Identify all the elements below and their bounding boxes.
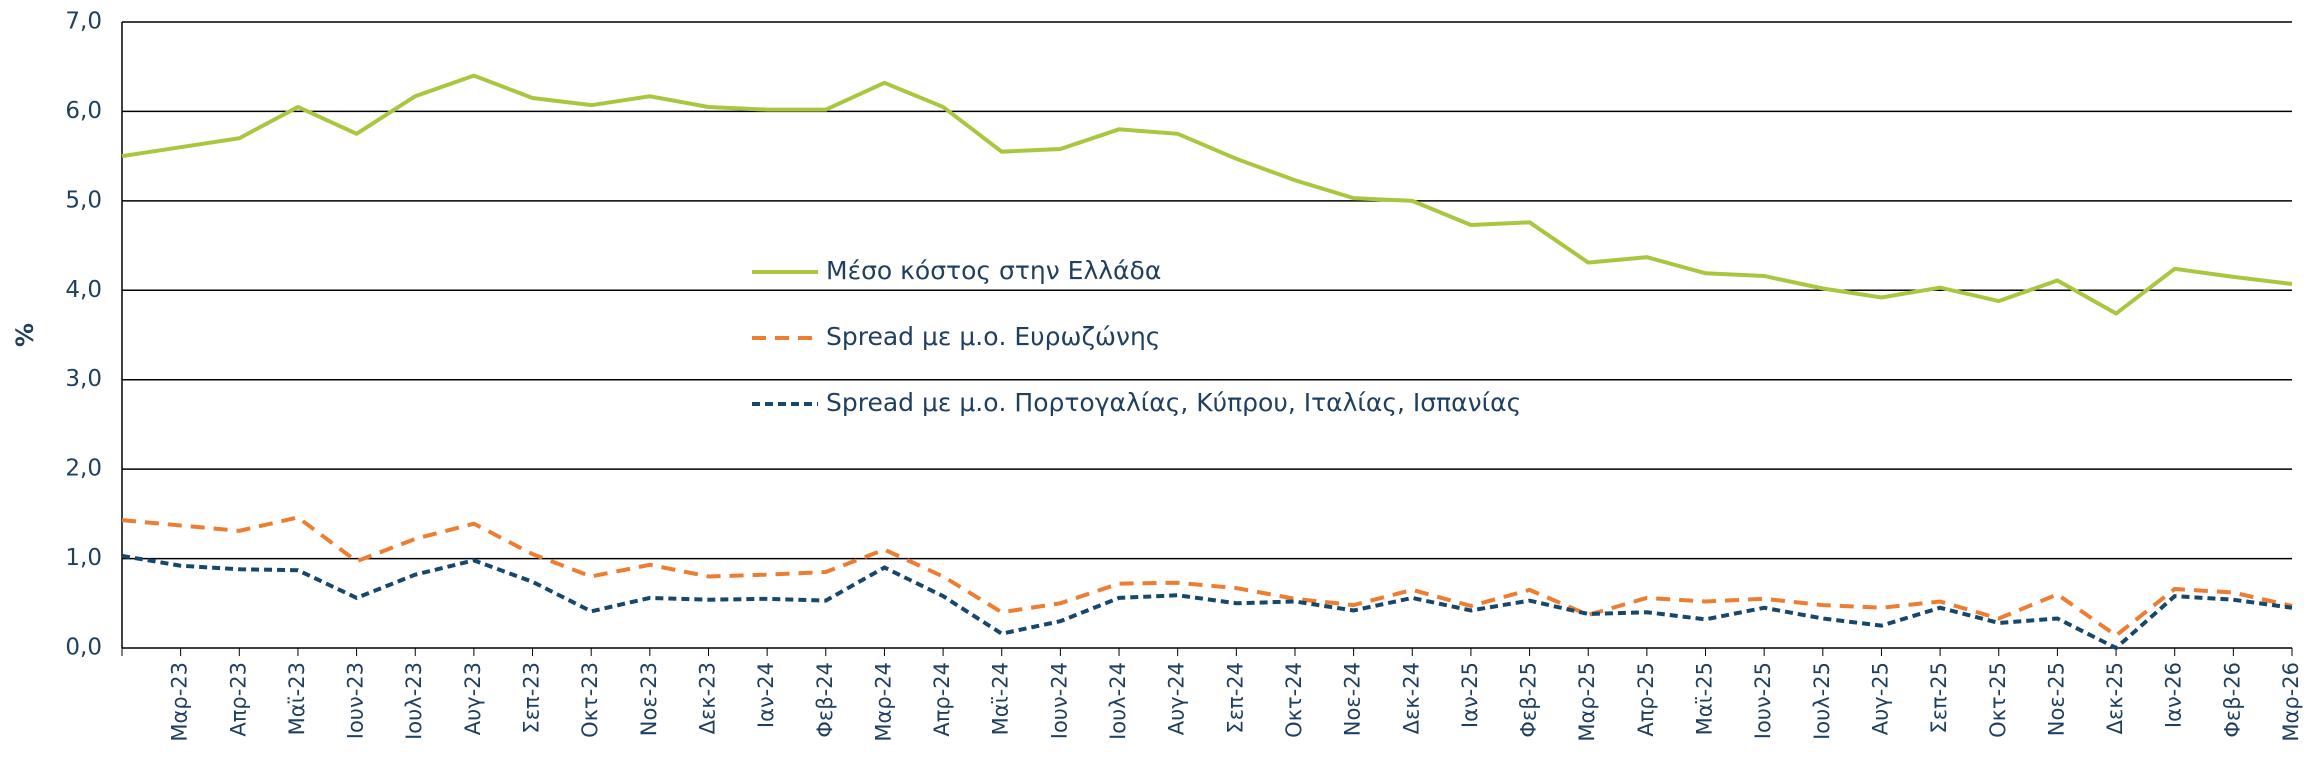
series-line: [121, 553, 2293, 651]
x-tick-label: Οκτ-25: [1986, 662, 2010, 738]
x-tick-label: Μαρ-23: [168, 662, 192, 742]
x-tick-label: Μαϊ-23: [285, 662, 309, 735]
x-tick-label: Σεπ-23: [520, 662, 544, 734]
x-tick-label: Μαϊ-24: [989, 662, 1013, 735]
x-tick-label: Ιουν-24: [1047, 662, 1071, 739]
x-tick-label: Απρ-25: [1634, 662, 1658, 737]
x-tick-label: Ιουλ-23: [402, 662, 426, 740]
x-tick-label: Νοε-25: [2044, 662, 2068, 736]
x-tick-label: Απρ-24: [930, 662, 954, 737]
x-tick-label: Ιουν-25: [1751, 662, 1775, 739]
x-tick-label: Νοε-24: [1341, 662, 1365, 736]
x-tick-label: Αυγ-24: [1165, 662, 1189, 735]
x-tick-label: Απρ-23: [226, 662, 250, 737]
y-tick-label: 6,0: [65, 98, 102, 124]
x-tick-label: Δεκ-23: [695, 662, 719, 734]
x-tick-label: Μαϊ-25: [1693, 662, 1717, 735]
y-tick-label: 2,0: [65, 456, 102, 482]
x-tick-label: Οκτ-23: [578, 662, 602, 738]
x-tick-label: Μαρ-24: [871, 662, 895, 742]
x-tick-label: Δεκ-25: [2103, 662, 2127, 734]
y-tick-label: 7,0: [65, 9, 102, 35]
x-tick-label: Φεβ-25: [1517, 662, 1541, 738]
series-line: [121, 73, 2293, 316]
x-tick-label: Μαρ-25: [1575, 662, 1599, 742]
y-tick-label: 5,0: [65, 187, 102, 213]
legend-label: Μέσο κόστος στην Ελλάδα: [826, 256, 1161, 285]
y-tick-label: 0,0: [65, 635, 102, 661]
y-tick-label: 3,0: [65, 366, 102, 392]
x-tick-label: Ιαν-26: [2162, 662, 2186, 728]
x-tick-label: Οκτ-24: [1282, 662, 1306, 738]
x-tick-label: Νοε-23: [637, 662, 661, 736]
series-line: [121, 515, 2293, 638]
x-tick-label: Αυγ-23: [461, 662, 485, 735]
x-tick-label: Δεκ-24: [1399, 662, 1423, 734]
x-tick-label: Μαρ-26: [2279, 662, 2303, 742]
y-tick-label: 1,0: [65, 545, 102, 571]
x-tick-label: Σεπ-24: [1223, 662, 1247, 734]
y-axis-label: %: [11, 323, 39, 347]
x-tick-label: Ιουν-23: [344, 662, 368, 739]
x-tick-label: Φεβ-26: [2220, 662, 2244, 738]
y-tick-label: 4,0: [65, 277, 102, 303]
x-tick-label: Φεβ-24: [813, 662, 837, 738]
x-tick-label: Σεπ-25: [1927, 662, 1951, 734]
x-tick-label: Ιουλ-25: [1810, 662, 1834, 740]
legend-label: Spread με μ.ο. Ευρωζώνης: [826, 322, 1160, 351]
legend-label: Spread με μ.ο. Πορτογαλίας, Κύπρου, Ιταλ…: [826, 388, 1521, 417]
x-tick-label: Αυγ-25: [1868, 662, 1892, 735]
x-tick-label: Ιουλ-24: [1106, 662, 1130, 740]
x-tick-label: Ιαν-24: [754, 662, 778, 728]
x-tick-label: Ιαν-25: [1458, 662, 1482, 728]
